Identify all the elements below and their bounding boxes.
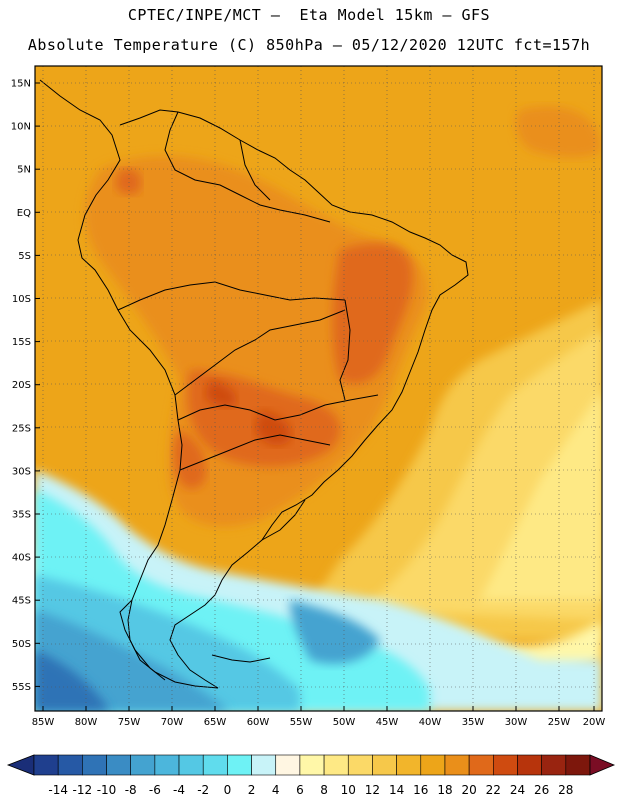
colorbar-swatch [202, 754, 228, 776]
colorbar-swatch [106, 754, 131, 776]
colorbar-high-arrow [589, 754, 616, 776]
colorbar-swatch [323, 754, 349, 776]
colorbar-label: 22 [486, 783, 501, 797]
lat-tick-label: 35S [12, 510, 31, 521]
lat-tick-label: 15S [12, 337, 31, 348]
colorbar-swatch [396, 754, 422, 776]
colorbar-swatch [541, 754, 567, 776]
colorbar-swatch [372, 754, 397, 776]
chart-title-line-2: Absolute Temperature (C) 850hPa — 05/12/… [27, 36, 591, 54]
lon-tick-label: 50W [333, 717, 356, 728]
colorbar-label: 14 [389, 783, 404, 797]
colorbar-swatch [347, 754, 373, 776]
lon-tick-label: 35W [462, 717, 485, 728]
lat-tick-label: EQ [17, 208, 31, 219]
lon-tick-label: 45W [376, 717, 399, 728]
longitude-axis: 85W 80W 75W 70W 65W 60W 55W 50W 45W 40W 35W 30W 25W 2… [32, 706, 606, 728]
colorbar-swatch [130, 754, 156, 776]
colorbar-label: -10 [97, 783, 117, 797]
colorbar-label: 6 [296, 783, 304, 797]
lon-tick-label: 80W [75, 717, 98, 728]
lon-tick-label: 60W [247, 717, 270, 728]
lat-tick-label: 5S [18, 251, 31, 262]
colorbar-swatch [444, 754, 470, 776]
lat-tick-label: 55S [12, 682, 31, 693]
lon-tick-label: 65W [204, 717, 227, 728]
colorbar-label: -4 [173, 783, 185, 797]
lat-tick-label: 20S [12, 380, 31, 391]
temperature-field [35, 66, 602, 711]
colorbar-swatch [420, 754, 446, 776]
colorbar-label: 8 [320, 783, 328, 797]
colorbar-swatch [82, 754, 107, 776]
lon-tick-label: 85W [32, 717, 55, 728]
lon-tick-label: 55W [290, 717, 313, 728]
colorbar-label: 12 [365, 783, 380, 797]
colorbar-swatch [565, 754, 591, 776]
colorbar-label: 2 [248, 783, 256, 797]
colorbar-label: 16 [413, 783, 428, 797]
colorbar-swatch [299, 754, 325, 776]
colorbar-label: -2 [197, 783, 209, 797]
graticule [35, 66, 602, 711]
lon-tick-label: 25W [548, 717, 571, 728]
lat-tick-label: 10N [11, 122, 31, 133]
coastlines [39, 79, 469, 689]
colorbar-swatch [178, 754, 204, 776]
colorbar-label: -6 [149, 783, 161, 797]
lon-tick-label: 40W [419, 717, 442, 728]
colorbar-swatch [493, 754, 518, 776]
colorbar-label: 0 [224, 783, 232, 797]
lat-tick-label: 45S [12, 596, 31, 607]
colorbar-label: 26 [534, 783, 549, 797]
colorbar-swatch [33, 754, 59, 776]
colorbar-label: -12 [73, 783, 93, 797]
lat-tick-label: 15N [11, 79, 31, 90]
lon-tick-label: 75W [118, 717, 141, 728]
colorbar-label: 18 [437, 783, 452, 797]
colorbar-label: 24 [510, 783, 525, 797]
chart-title-line-1: CPTEC/INPE/MCT — Eta Model 15km — GFS [127, 6, 491, 24]
colorbar-swatch [227, 754, 252, 776]
lat-tick-label: 30S [12, 466, 31, 477]
colorbar-swatch [275, 754, 301, 776]
colorbar-label: 4 [272, 783, 280, 797]
lat-tick-label: 25S [12, 423, 31, 434]
lat-tick-label: 40S [12, 553, 31, 564]
lat-tick-label: 50S [12, 639, 31, 650]
lon-tick-label: 30W [505, 717, 528, 728]
colorbar-swatch [154, 754, 180, 776]
colorbar-swatch [517, 754, 542, 776]
latitude-axis: 15N 10N 5N EQ 5S 10S 15S 20S 25S 30S 35S 40S 45S 50S 5… [11, 79, 40, 693]
colorbar-label: 20 [461, 783, 476, 797]
colorbar-swatch [251, 754, 277, 776]
colorbar-swatch [468, 754, 494, 776]
colorbar-swatch [57, 754, 83, 776]
map-frame [34, 65, 603, 712]
colorbar-label: 10 [341, 783, 356, 797]
colorbar-low-arrow [6, 754, 35, 776]
colorbar-label: -8 [125, 783, 137, 797]
colorbar: -14 -12 -10 -8 -6 -4 -2 0 2 4 6 8 10 12 14 16 18 20 22 24 26… [6, 754, 616, 797]
lon-tick-label: 20W [583, 717, 606, 728]
lat-tick-label: 5N [17, 165, 31, 176]
colorbar-label: -14 [48, 783, 68, 797]
lat-tick-label: 10S [12, 294, 31, 305]
lon-tick-label: 70W [161, 717, 184, 728]
colorbar-label: 28 [558, 783, 573, 797]
